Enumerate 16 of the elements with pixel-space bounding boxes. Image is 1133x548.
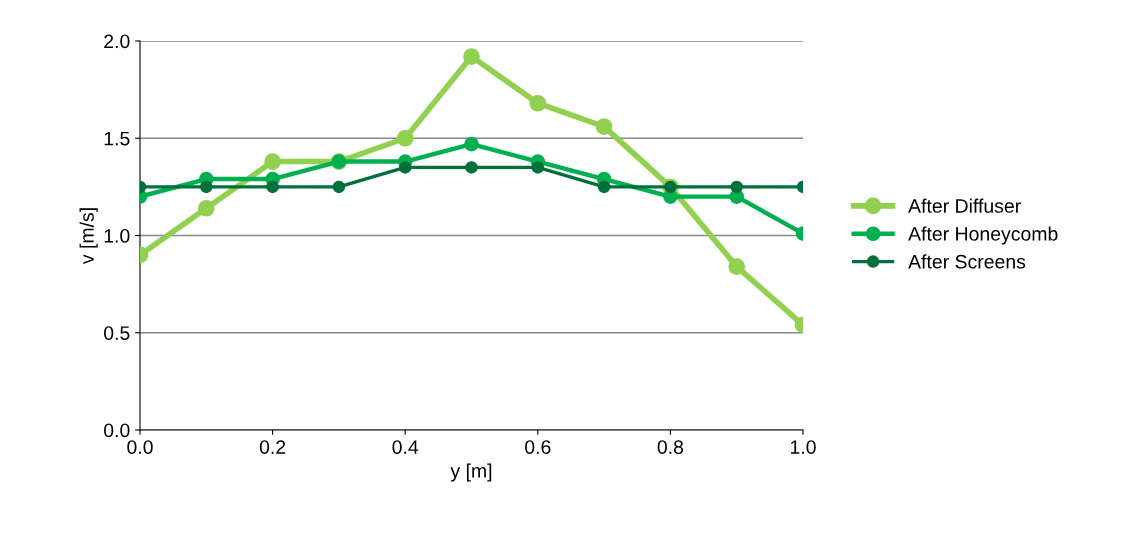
y-tick-label: 1.0	[104, 228, 130, 243]
y-tick-label: 0.5	[104, 326, 130, 340]
x-tick-label: 1.0	[790, 440, 816, 454]
y-tick-label: 1.5	[104, 131, 130, 146]
x-tick-label: 0.8	[657, 440, 684, 454]
legend-label: After Diffuser	[908, 198, 1021, 213]
y-axis-title: v [m/s]	[79, 208, 98, 265]
x-tick-label: 0.0	[127, 440, 153, 454]
x-tick-label: 0.2	[259, 440, 286, 454]
legend-label: After Screens	[908, 254, 1026, 269]
y-tick-label: 0.0	[104, 423, 130, 438]
x-tick-label: 0.4	[392, 440, 419, 454]
x-axis-title: y [m]	[450, 463, 492, 482]
y-tick-label: 2.0	[104, 34, 130, 49]
legend-label: After Honeycomb	[908, 226, 1058, 245]
x-tick-label: 0.6	[525, 440, 551, 454]
